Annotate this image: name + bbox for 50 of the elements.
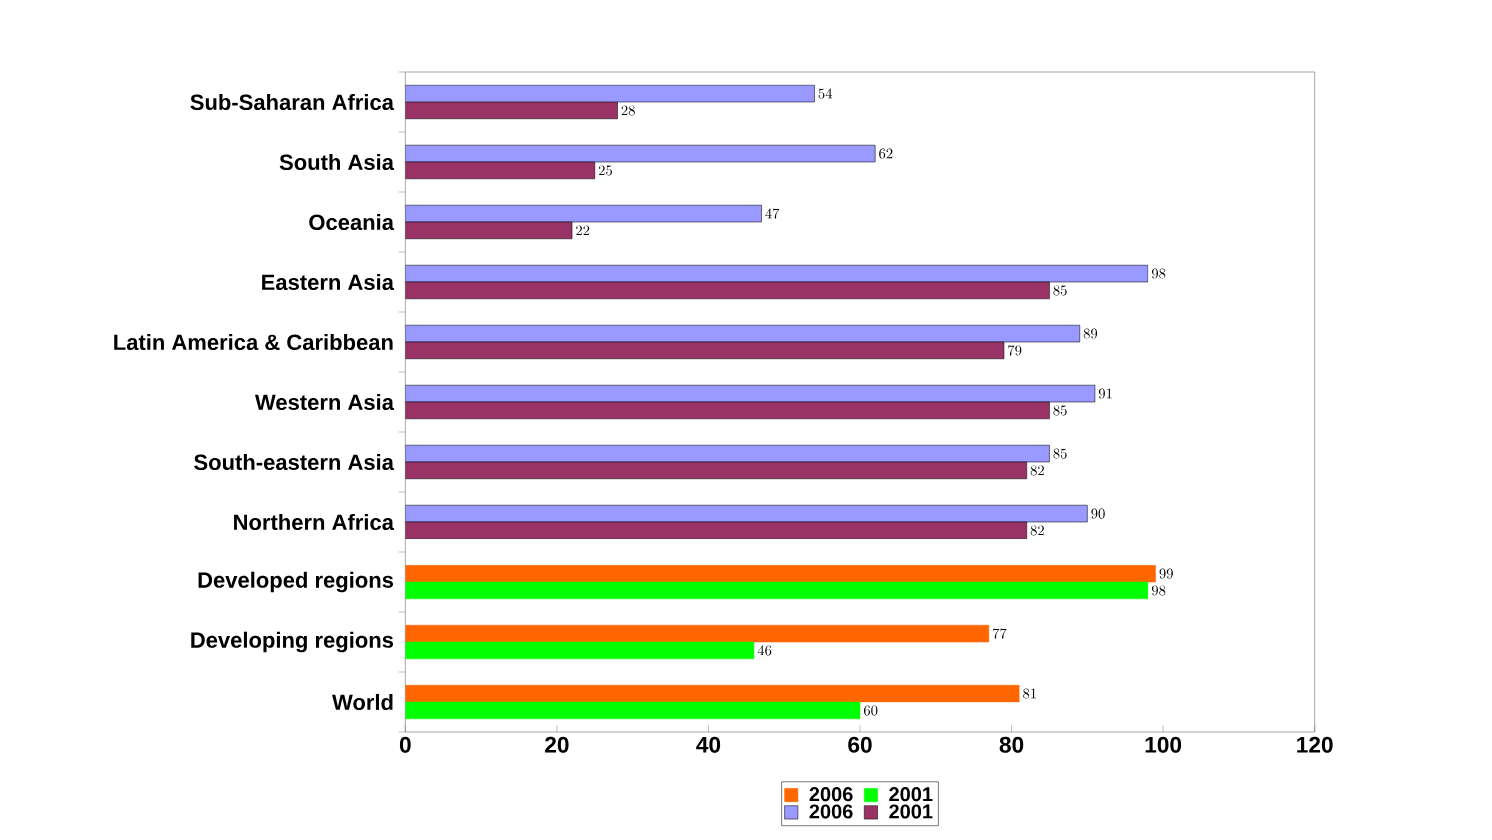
legend-label: 2006 — [809, 787, 853, 802]
data-label: 82 — [1030, 525, 1044, 536]
data-label: 81 — [1023, 688, 1036, 699]
data-label: 85 — [1053, 285, 1067, 296]
y-tick-label: World — [332, 693, 393, 711]
y-tick-label: Developing regions — [191, 631, 394, 653]
data-label: 89 — [1083, 328, 1098, 339]
y-tick-label: South-eastern Asia — [194, 453, 395, 471]
bar — [405, 564, 1156, 583]
y-tick-label: Latin America & Caribbean — [114, 333, 393, 351]
data-label: 46 — [757, 645, 772, 656]
bar — [405, 684, 1020, 703]
legend-label: 2001 — [889, 804, 933, 819]
data-label: 22 — [576, 225, 590, 236]
x-tick-label: 40 — [696, 736, 721, 753]
data-label: 54 — [818, 88, 833, 99]
legend-label: 2001 — [889, 787, 933, 802]
data-label: 99 — [1159, 568, 1173, 579]
data-label: 82 — [1030, 465, 1044, 476]
x-tick-label: 0 — [399, 736, 411, 753]
data-label: 85 — [1053, 405, 1067, 416]
y-tick-label: Sub-Saharan Africa — [190, 93, 395, 111]
y-tick-label: Eastern Asia — [262, 273, 395, 291]
data-label: 28 — [621, 105, 635, 116]
data-label: 79 — [1008, 345, 1022, 356]
bar — [405, 641, 755, 660]
y-tick-label: South Asia — [279, 153, 395, 171]
y-tick-label: Oceania — [309, 213, 395, 231]
data-label: 98 — [1151, 268, 1166, 279]
bar — [405, 581, 1149, 600]
data-label: 47 — [765, 208, 780, 219]
data-label: 77 — [993, 628, 1007, 639]
x-tick-label: 20 — [545, 736, 569, 753]
x-tick-label: 60 — [848, 736, 872, 753]
bar — [405, 624, 990, 643]
data-label: 98 — [1151, 585, 1166, 596]
bar — [405, 701, 861, 720]
data-label: 90 — [1091, 508, 1105, 519]
x-tick-label: 100 — [1145, 736, 1182, 753]
legend-label: 2006 — [809, 804, 853, 819]
data-label: 62 — [879, 148, 893, 159]
data-label: 60 — [863, 705, 878, 716]
x-tick-label: 80 — [999, 736, 1024, 753]
y-tick-label: Developed regions — [198, 571, 394, 593]
data-label: 91 — [1098, 388, 1112, 399]
data-label: 85 — [1053, 448, 1067, 459]
data-label: 25 — [598, 165, 613, 176]
y-tick-label: Western Asia — [255, 393, 395, 411]
y-tick-label: Northern Africa — [234, 513, 395, 531]
x-tick-label: 120 — [1297, 736, 1333, 753]
